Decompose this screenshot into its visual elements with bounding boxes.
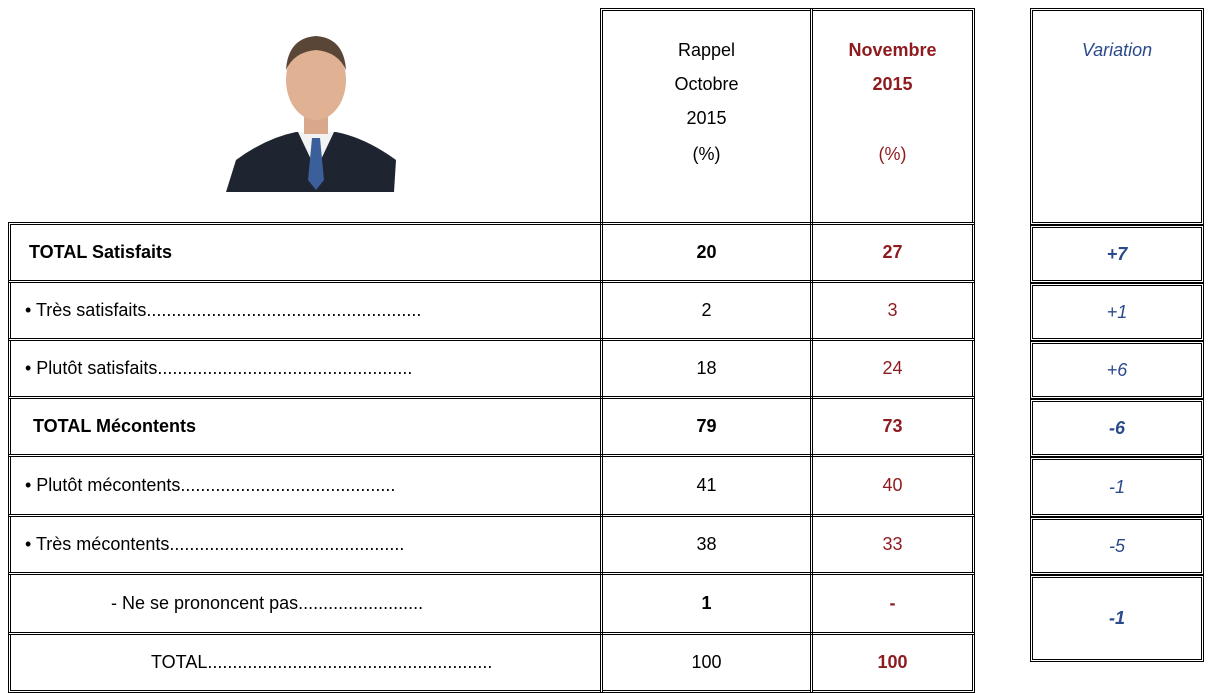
value-cell: 38 — [600, 514, 813, 575]
row-label: • Très satisfaits.......................… — [8, 280, 603, 341]
value-cell: +1 — [1030, 283, 1204, 341]
value-cell: +7 — [1030, 225, 1204, 283]
value-cell: 33 — [810, 514, 975, 575]
cell-text: 38 — [696, 534, 716, 555]
cell-text: 73 — [882, 416, 902, 437]
cell-text: +6 — [1107, 360, 1128, 381]
value-cell: 40 — [810, 454, 975, 517]
value-cell: 100 — [600, 632, 813, 693]
value-cell: +6 — [1030, 341, 1204, 399]
page: (() => { const data = JSON.parse(documen… — [0, 0, 1212, 693]
row-label: • Plutôt satisfaits.....................… — [8, 338, 603, 399]
row-label: - Ne se prononcent pas..................… — [8, 572, 603, 635]
cell-text: • Plutôt satisfaits.....................… — [25, 358, 412, 379]
row-label: TOTAL Mécontents — [8, 396, 603, 457]
cell-text: 100 — [691, 652, 721, 673]
cell-text: 40 — [882, 475, 902, 496]
cell-text: -1 — [1109, 608, 1125, 629]
cell-text: 2015 — [686, 101, 726, 135]
cell-text: -1 — [1109, 477, 1125, 498]
value-cell: 20 — [600, 222, 813, 283]
cell-text: 100 — [877, 652, 907, 673]
value-cell: 18 — [600, 338, 813, 399]
cell-text: • Plutôt mécontents.....................… — [25, 475, 395, 496]
cell-text: Rappel — [678, 33, 735, 67]
value-cell: -1 — [1030, 575, 1204, 662]
cell-text: TOTAL...................................… — [151, 652, 492, 673]
cell-text: - Ne se prononcent pas..................… — [111, 593, 423, 614]
cell-text: 3 — [887, 300, 897, 321]
cell-text: 2 — [701, 300, 711, 321]
cell-text: • Très mécontents.......................… — [25, 534, 404, 555]
cell-text: +7 — [1107, 244, 1128, 265]
cell-text: 2015 — [872, 67, 912, 101]
cell-text: (%) — [693, 137, 721, 171]
cell-text: 41 — [696, 475, 716, 496]
portrait — [226, 20, 406, 192]
value-cell: 24 — [810, 338, 975, 399]
cell-text: 18 — [696, 358, 716, 379]
cell-text: 1 — [701, 593, 711, 614]
row-label: • Plutôt mécontents.....................… — [8, 454, 603, 517]
cell-text: 79 — [696, 416, 716, 437]
cell-text: -5 — [1109, 536, 1125, 557]
value-cell: - — [810, 572, 975, 635]
cell-text: +1 — [1107, 302, 1128, 323]
row-label: TOTAL...................................… — [8, 632, 603, 693]
cell-text: (%) — [879, 137, 907, 171]
cell-text: • Très satisfaits.......................… — [25, 300, 421, 321]
column-header: Variation — [1030, 8, 1204, 225]
cell-text: 27 — [882, 242, 902, 263]
cell-text: TOTAL Satisfaits — [29, 242, 172, 263]
cell-text: - — [890, 593, 896, 614]
cell-text: -6 — [1109, 418, 1125, 439]
value-cell: 3 — [810, 280, 975, 341]
value-cell: -5 — [1030, 517, 1204, 575]
cell-text: Octobre — [674, 67, 738, 101]
value-cell: 100 — [810, 632, 975, 693]
value-cell: 73 — [810, 396, 975, 457]
cell-text: 24 — [882, 358, 902, 379]
cell-text: TOTAL Mécontents — [33, 416, 196, 437]
row-label: TOTAL Satisfaits — [8, 222, 603, 283]
cell-text: 20 — [696, 242, 716, 263]
cell-text: Novembre — [848, 33, 936, 67]
cell-text: 33 — [882, 534, 902, 555]
value-cell: -1 — [1030, 457, 1204, 517]
value-cell: 1 — [600, 572, 813, 635]
cell-text: Variation — [1082, 33, 1152, 67]
value-cell: 2 — [600, 280, 813, 341]
row-label: • Très mécontents.......................… — [8, 514, 603, 575]
value-cell: 41 — [600, 454, 813, 517]
value-cell: 79 — [600, 396, 813, 457]
value-cell: 27 — [810, 222, 975, 283]
value-cell: -6 — [1030, 399, 1204, 457]
